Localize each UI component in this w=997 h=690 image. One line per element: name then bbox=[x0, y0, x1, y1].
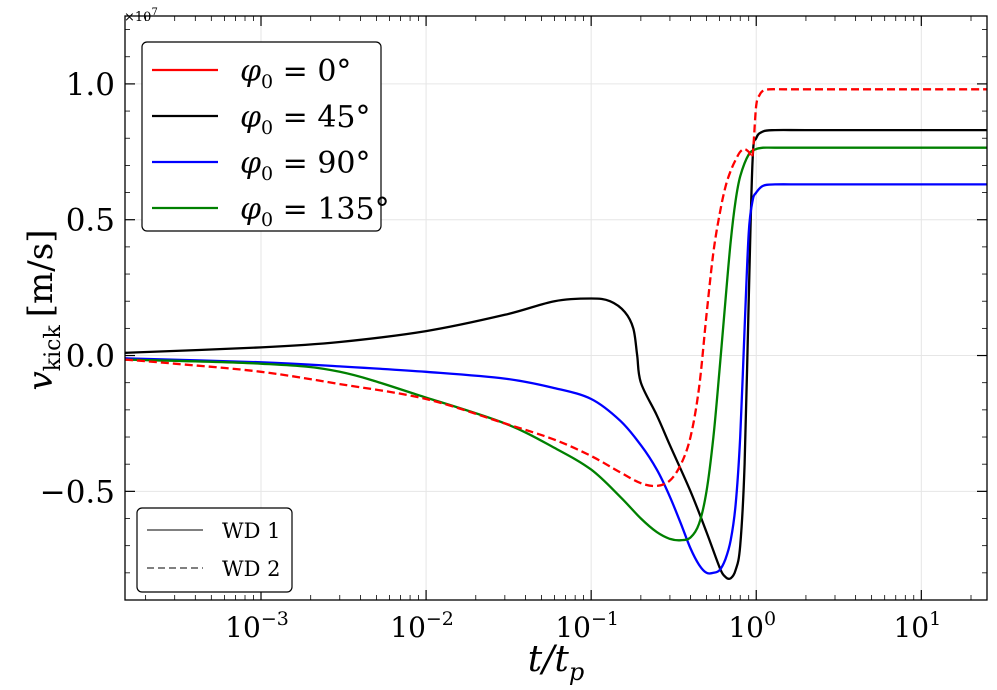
style-legend: WD 1 WD 2 bbox=[136, 507, 293, 593]
x-tick-label: 101 bbox=[893, 608, 941, 644]
series-layer bbox=[124, 88, 987, 580]
plot-frame bbox=[124, 15, 988, 601]
legend-label: φ0 = 135° bbox=[240, 192, 390, 231]
y-tick-label: 1.0 bbox=[66, 67, 115, 103]
style-legend-label: WD 2 bbox=[222, 557, 280, 581]
x-tick-label: 10−1 bbox=[555, 608, 619, 644]
y-tick-label: −0.5 bbox=[40, 474, 115, 510]
style-legend-label: WD 1 bbox=[222, 519, 280, 543]
y-tick-label: 0.0 bbox=[66, 339, 115, 375]
series-line-135deg bbox=[124, 146, 987, 542]
x-tick-label: 10−2 bbox=[390, 608, 454, 644]
x-tick-label: 10−3 bbox=[225, 608, 289, 644]
series-line-45deg bbox=[124, 128, 987, 580]
y-tick-label: 0.5 bbox=[66, 203, 115, 239]
legend: φ0 = 0° φ0 = 45° φ0 = 90° φ0 = 135° bbox=[141, 41, 390, 232]
series-line-0deg bbox=[124, 88, 987, 488]
x-tick-label: 100 bbox=[728, 608, 776, 644]
ticks: 10−3 10−2 10−1 100 101 −0.5 0.0 0.5 1.0 bbox=[40, 16, 987, 644]
x-axis-label: t/tp bbox=[528, 639, 584, 686]
y-axis-label: vkick[m/s] bbox=[21, 230, 66, 391]
y-multiplier: ×107 bbox=[124, 7, 158, 25]
legend-label: φ0 = 90° bbox=[240, 146, 371, 185]
legend-label: φ0 = 45° bbox=[240, 100, 371, 139]
series-line-90deg bbox=[124, 183, 987, 575]
legend-box bbox=[141, 41, 382, 232]
legend-label: φ0 = 0° bbox=[240, 54, 351, 93]
